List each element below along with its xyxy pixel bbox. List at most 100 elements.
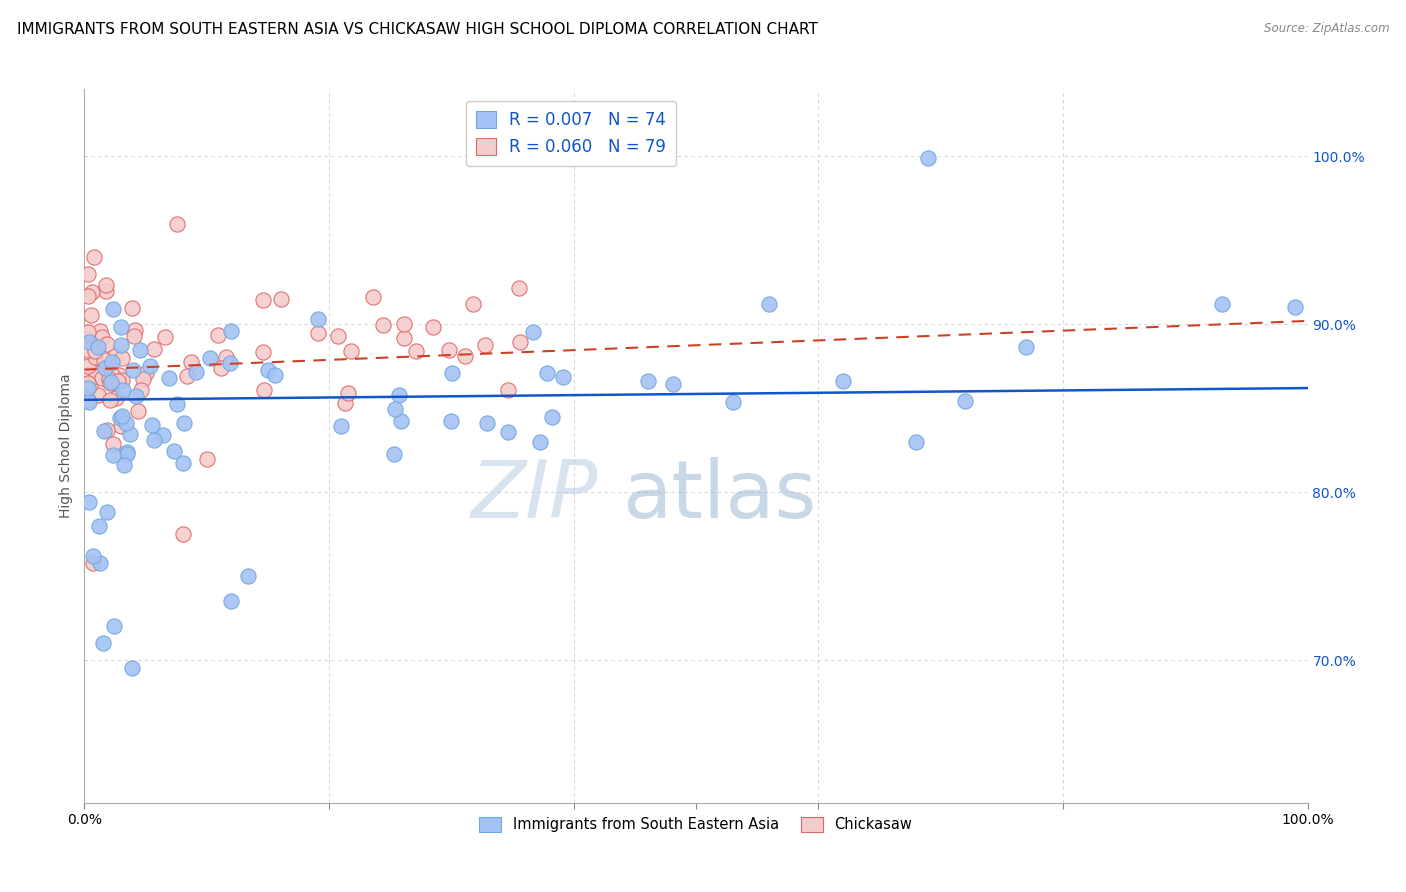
Point	[93, 424, 115, 438]
Point	[264, 368, 287, 383]
Point	[114, 417, 136, 431]
Point	[152, 428, 174, 442]
Point	[87, 388, 110, 402]
Point	[124, 329, 146, 343]
Point	[180, 355, 202, 369]
Point	[437, 343, 460, 357]
Point	[1015, 340, 1038, 354]
Point	[101, 302, 124, 317]
Point	[77, 325, 100, 339]
Point	[184, 365, 207, 379]
Point	[110, 320, 132, 334]
Point	[831, 374, 853, 388]
Point	[340, 344, 363, 359]
Point	[110, 338, 132, 352]
Point	[392, 331, 415, 345]
Point	[129, 343, 152, 358]
Point	[496, 425, 519, 440]
Point	[111, 409, 134, 423]
Point	[94, 360, 117, 375]
Point	[100, 366, 122, 380]
Point	[83, 250, 105, 264]
Point	[89, 324, 111, 338]
Point	[662, 376, 685, 391]
Point	[84, 367, 107, 381]
Point	[79, 367, 101, 381]
Text: atlas: atlas	[623, 457, 817, 535]
Point	[388, 388, 411, 402]
Point	[172, 456, 194, 470]
Point	[89, 363, 111, 377]
Point	[529, 434, 551, 449]
Point	[108, 411, 131, 425]
Point	[87, 519, 110, 533]
Point	[79, 377, 101, 392]
Point	[474, 338, 496, 352]
Point	[121, 661, 143, 675]
Point	[252, 293, 274, 307]
Point	[129, 383, 152, 397]
Point	[101, 448, 124, 462]
Point	[143, 342, 166, 356]
Point	[103, 619, 125, 633]
Point	[107, 374, 129, 388]
Point	[115, 445, 138, 459]
Point	[172, 527, 194, 541]
Point	[384, 402, 406, 417]
Point	[118, 427, 141, 442]
Point	[176, 369, 198, 384]
Point	[91, 330, 114, 344]
Point	[758, 296, 780, 310]
Point	[77, 289, 100, 303]
Point	[198, 351, 221, 365]
Point	[96, 284, 118, 298]
Point	[93, 353, 115, 368]
Point	[496, 384, 519, 398]
Point	[337, 386, 360, 401]
Point	[91, 359, 114, 374]
Point	[77, 376, 100, 391]
Point	[125, 389, 148, 403]
Point	[82, 549, 104, 563]
Point	[252, 345, 274, 359]
Point	[77, 359, 100, 374]
Point	[103, 437, 125, 451]
Point	[111, 373, 134, 387]
Point	[77, 343, 100, 358]
Point	[80, 285, 103, 299]
Point	[163, 444, 186, 458]
Point	[96, 423, 118, 437]
Point	[77, 332, 100, 346]
Point	[1211, 297, 1233, 311]
Point	[221, 594, 243, 608]
Point	[905, 434, 928, 449]
Point	[166, 217, 188, 231]
Point	[522, 325, 544, 339]
Point	[953, 394, 976, 409]
Point	[89, 556, 111, 570]
Point	[1284, 301, 1306, 315]
Point	[253, 383, 276, 397]
Point	[104, 349, 127, 363]
Point	[195, 451, 218, 466]
Point	[721, 395, 744, 409]
Point	[373, 318, 395, 332]
Point	[405, 344, 427, 359]
Point	[219, 324, 242, 338]
Point	[77, 395, 100, 409]
Point	[540, 410, 562, 425]
Point	[97, 372, 120, 386]
Point	[508, 281, 530, 295]
Point	[84, 343, 107, 358]
Point	[509, 334, 531, 349]
Point	[361, 290, 384, 304]
Point	[270, 292, 292, 306]
Point	[166, 396, 188, 410]
Point	[77, 494, 100, 508]
Point	[135, 366, 157, 380]
Point	[90, 371, 112, 385]
Point	[307, 312, 329, 326]
Point	[124, 323, 146, 337]
Point	[308, 326, 330, 340]
Legend: Immigrants from South Eastern Asia, Chickasaw: Immigrants from South Eastern Asia, Chic…	[474, 811, 918, 838]
